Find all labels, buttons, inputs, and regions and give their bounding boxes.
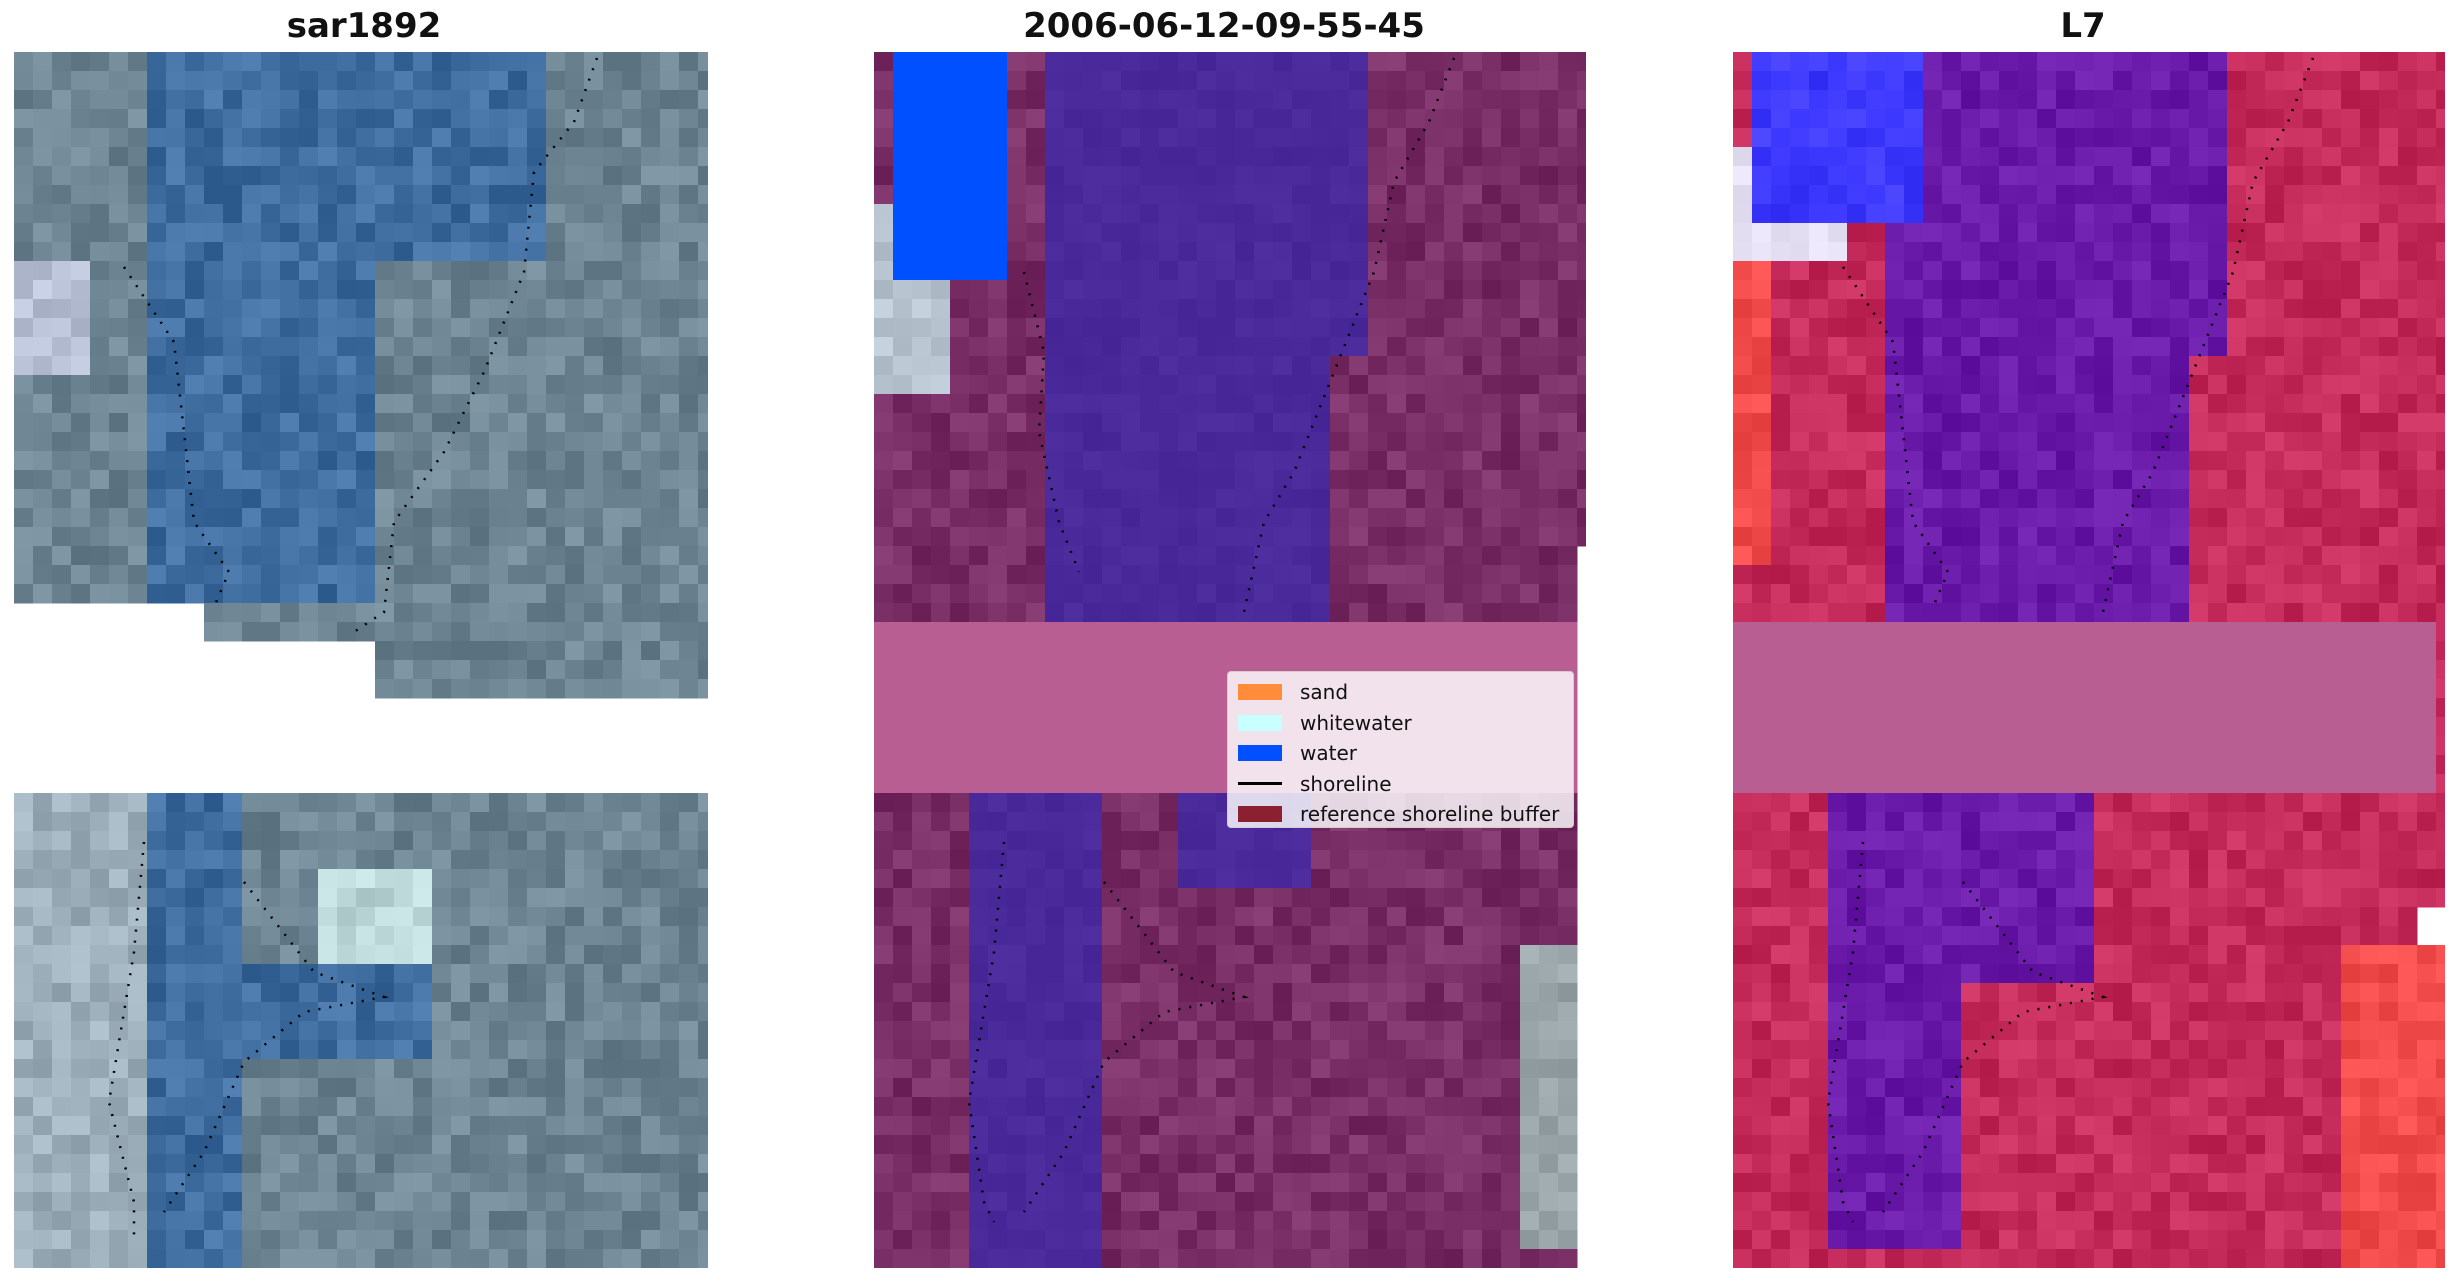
legend-item-water: water: [1238, 738, 1563, 769]
l7-pixels: [1733, 52, 2445, 1268]
classified-pixels: [874, 52, 1586, 1268]
legend-item-shoreline: shoreline: [1238, 769, 1563, 800]
legend-item-sand: sand: [1238, 677, 1563, 708]
legend: sand whitewater water shoreline referenc…: [1227, 671, 1574, 828]
panel-title-3: L7: [2060, 6, 2106, 46]
shoreline-line-sample: [1238, 782, 1282, 786]
legend-item-whitewater: whitewater: [1238, 708, 1563, 739]
whitewater-swatch: [1238, 714, 1282, 731]
panel-title-2: 2006-06-12-09-55-45: [1023, 6, 1425, 46]
rgb-pixels: [14, 52, 708, 1268]
panel-title-1: sar1892: [286, 6, 442, 46]
legend-label: whitewater: [1300, 710, 1412, 735]
rgb-satellite-image: [14, 52, 708, 1268]
water-swatch: [1238, 745, 1282, 762]
classified-satellite-image: [874, 52, 1586, 1268]
legend-label: reference shoreline buffer: [1300, 802, 1560, 827]
legend-label: shoreline: [1300, 771, 1392, 796]
l7-image-panel: [1733, 52, 2445, 1268]
classified-image-panel: [874, 52, 1586, 1268]
legend-item-reference-shoreline-buffer: reference shoreline buffer: [1238, 799, 1563, 830]
reference-buffer-swatch: [1238, 806, 1282, 823]
l7-false-color-image: [1733, 52, 2445, 1268]
rgb-image-panel: [14, 52, 708, 1268]
sand-swatch: [1238, 684, 1282, 701]
legend-label: sand: [1300, 680, 1349, 705]
legend-label: water: [1300, 741, 1357, 766]
shoreline-right-top: [353, 57, 599, 634]
